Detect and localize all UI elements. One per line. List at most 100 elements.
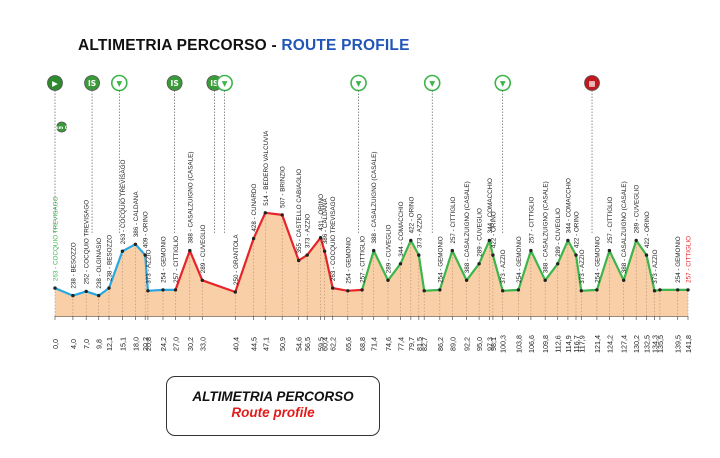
x-tick-label-5: 15,1: [118, 337, 127, 351]
x-tick-label-8: 20,8: [144, 337, 153, 351]
place-label-3: 238 - OLGINASIO: [96, 238, 103, 289]
x-tick-label-14: 44,5: [250, 337, 259, 351]
x-tick-label-44: 121,4: [593, 335, 602, 353]
x-tick-label-39: 109,8: [541, 335, 550, 353]
svg-text:▦: ▦: [588, 79, 595, 88]
place-label-36: 254 - GEMONIO: [516, 236, 523, 283]
place-label-20: 386 - CALDANA: [322, 198, 329, 245]
place-label-5: 263 - COCQUIO TREVISAGO: [120, 160, 127, 245]
profile-point-28: [417, 253, 421, 257]
profile-point-11: [188, 248, 192, 253]
profile-point-8: [146, 289, 150, 293]
x-tick-label-21: 62,2: [329, 337, 338, 351]
x-tick-label-23: 68,8: [358, 337, 367, 351]
place-label-44: 257 - CITTIGLIO: [607, 197, 614, 244]
place-label-31: 388 - CASALZUIGNO (CASALE): [464, 181, 471, 273]
place-label-34: 422 - ORINO: [490, 211, 497, 248]
x-tick-label-45: 124,2: [605, 335, 614, 353]
place-label-30: 257 - CITTIGLIO: [450, 197, 457, 244]
profile-point-47: [634, 238, 638, 243]
x-tick-label-51: 139,5: [674, 335, 683, 353]
profile-point-42: [574, 253, 578, 257]
profile-point-23: [360, 288, 364, 292]
profile-point-17: [297, 258, 301, 263]
x-tick-label-30: 86,2: [436, 337, 445, 351]
profile-point-24: [372, 248, 376, 253]
sprint-icon: IS: [84, 75, 100, 91]
x-tick-label-0: 0,0: [51, 339, 60, 349]
place-label-13: 250 - GRANTOLA: [233, 234, 240, 285]
gpm-icon: ▼: [423, 74, 441, 92]
start-icon: ▶: [47, 75, 63, 91]
profile-point-39: [543, 278, 547, 282]
place-label-29: 254 - GEMONIO: [437, 236, 444, 283]
x-tick-label-26: 77,4: [397, 337, 406, 351]
svg-text:▶: ▶: [52, 79, 58, 88]
x-tick-label-28: 81,5: [415, 337, 424, 351]
place-label-4: 238 - BESOZZO: [107, 235, 114, 281]
place-label-42: 373 - AZZIO: [579, 249, 586, 283]
place-label-43: 254 - GEMONIO: [594, 236, 601, 283]
profile-point-41: [566, 238, 570, 243]
profile-point-21: [331, 286, 335, 290]
legend-box: ALTIMETRIA PERCORSO Route profile: [166, 376, 380, 436]
place-label-21: 263 - COCQUIO TREVISAGO: [330, 196, 337, 281]
profile-line-segment-2: [361, 239, 688, 292]
place-label-28: 373 - AZZIO: [416, 214, 423, 248]
x-tick-label-37: 103,8: [514, 335, 523, 353]
place-label-45: 388 - CASALZUIGNO (CASALE): [621, 181, 628, 273]
place-label-23: 257 - CITTIGLIO: [360, 236, 367, 283]
x-tick-label-49: 134,3: [651, 335, 660, 353]
place-label-38: 388 - CASALZUIGNO (CASALE): [543, 181, 550, 273]
profile-point-12: [200, 278, 204, 282]
x-tick-label-7: 20,2: [141, 337, 150, 351]
profile-point-36: [501, 289, 505, 293]
profile-point-3: [97, 293, 101, 298]
profile-point-0: [53, 286, 57, 290]
x-tick-label-3: 9,8: [95, 339, 104, 349]
place-label-47: 422 - ORINO: [644, 211, 651, 248]
place-label-41: 422 - ORINO: [573, 211, 580, 248]
title-italian: ALTIMETRIA PERCORSO -: [78, 37, 282, 54]
profile-point-27: [409, 238, 413, 243]
profile-point-49: [652, 289, 657, 293]
x-tick-label-31: 89,0: [448, 337, 457, 351]
profile-point-34: [487, 238, 492, 243]
x-tick-label-17: 54,6: [295, 337, 304, 351]
x-tick-label-52: 141,8: [684, 335, 693, 353]
place-label-48: 373 - AZZIO: [652, 249, 659, 283]
profile-point-14: [251, 236, 256, 241]
place-label-6: 386 - CALDANA: [133, 191, 140, 238]
profile-point-20: [322, 249, 327, 253]
profile-point-7: [143, 253, 147, 257]
x-tick-label-2: 7,0: [82, 339, 91, 349]
place-label-1: 238 - BESOZZO: [70, 242, 77, 288]
profile-point-44: [595, 288, 599, 292]
x-tick-label-11: 30,2: [186, 337, 195, 351]
place-label-49: 254 - GEMONIO: [675, 236, 682, 283]
profile-point-6: [133, 242, 138, 246]
x-tick-label-43: 117,9: [577, 335, 586, 352]
x-tick-label-6: 18,0: [131, 337, 140, 351]
profile-point-25: [386, 278, 390, 282]
profile-point-51: [676, 288, 680, 292]
place-label-12: 289 - CUVEGLIO: [200, 225, 207, 274]
x-tick-label-40: 112,6: [554, 335, 563, 352]
profile-point-35: [491, 253, 495, 257]
gpm-icon: ▼: [494, 74, 512, 92]
place-label-15: 514 - BEDERO VALCUVIA: [263, 130, 270, 206]
profile-point-18: [305, 253, 309, 257]
x-tick-label-41: 114,9: [564, 335, 573, 352]
profile-point-40: [556, 262, 560, 266]
x-tick-label-50: 135,5: [656, 335, 665, 353]
profile-point-31: [450, 248, 454, 253]
x-tick-label-22: 65,6: [344, 337, 353, 351]
page-title: ALTIMETRIA PERCORSO - ROUTE PROFILE: [78, 37, 410, 55]
svg-text:▼: ▼: [500, 79, 506, 88]
profile-point-52: [686, 288, 690, 292]
place-label-40: 344 - COMACCHIO: [565, 178, 572, 233]
profile-point-30: [438, 288, 442, 292]
place-label-24: 388 - CASALZUIGNO (CASALE): [371, 152, 378, 244]
profile-point-43: [579, 289, 583, 293]
